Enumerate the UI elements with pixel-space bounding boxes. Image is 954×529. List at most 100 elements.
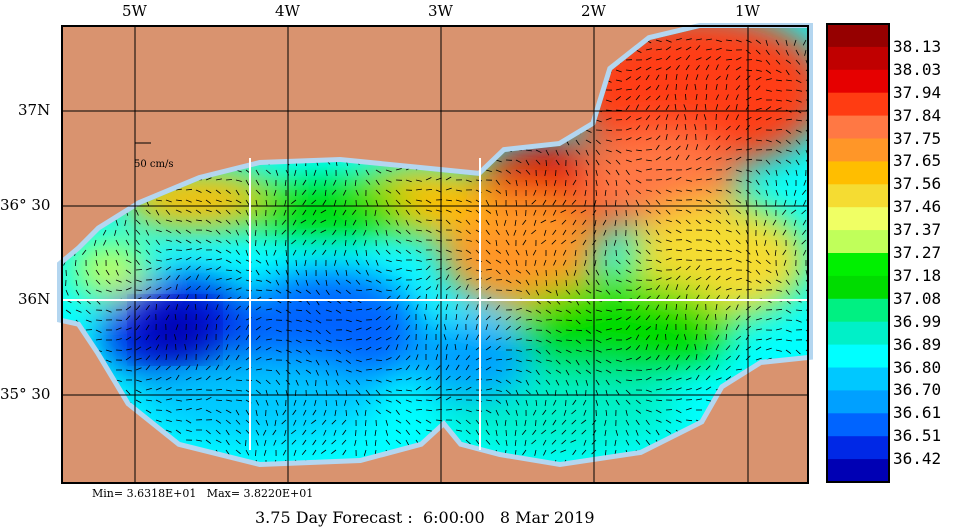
current-vector bbox=[535, 289, 540, 296]
current-vector bbox=[505, 269, 511, 275]
current-vector bbox=[365, 336, 372, 341]
current-vector bbox=[655, 219, 661, 225]
current-vector bbox=[572, 179, 577, 186]
current-vector bbox=[345, 239, 347, 247]
current-vector bbox=[565, 349, 572, 353]
current-vector bbox=[281, 219, 287, 225]
current-vector bbox=[485, 346, 492, 351]
current-vector bbox=[535, 159, 541, 165]
current-vector bbox=[665, 209, 671, 215]
current-vector bbox=[675, 334, 679, 341]
current-vector bbox=[265, 318, 273, 321]
current-vector bbox=[352, 239, 357, 246]
current-vector bbox=[345, 269, 348, 276]
current-vector bbox=[605, 129, 613, 132]
current-vector bbox=[735, 94, 739, 101]
current-vector bbox=[265, 279, 272, 284]
current-vector bbox=[521, 429, 527, 435]
current-vector bbox=[125, 306, 132, 311]
current-vector bbox=[284, 179, 287, 186]
current-vector bbox=[805, 119, 808, 124]
current-vector bbox=[705, 145, 711, 151]
current-vector bbox=[485, 399, 492, 402]
current-vector bbox=[342, 429, 347, 436]
current-vector bbox=[255, 249, 261, 255]
current-vector bbox=[655, 239, 662, 244]
current-vector bbox=[335, 379, 340, 386]
current-vector bbox=[575, 369, 581, 375]
current-vector bbox=[125, 239, 130, 246]
current-vector bbox=[225, 409, 232, 414]
current-vector bbox=[375, 289, 382, 293]
current-vector bbox=[675, 189, 682, 192]
current-vector bbox=[705, 314, 709, 321]
current-vector bbox=[245, 439, 247, 447]
current-vector bbox=[465, 199, 472, 203]
current-vector bbox=[505, 439, 508, 446]
current-vector bbox=[155, 387, 162, 391]
current-vector bbox=[595, 359, 602, 364]
current-vector bbox=[145, 259, 152, 264]
current-vector bbox=[515, 289, 522, 292]
current-vector bbox=[685, 239, 692, 243]
current-vector bbox=[575, 379, 579, 386]
current-vector bbox=[605, 179, 610, 186]
current-vector bbox=[124, 219, 127, 226]
current-vector bbox=[295, 309, 303, 312]
current-vector bbox=[755, 279, 762, 284]
current-vector bbox=[775, 289, 782, 292]
current-vector bbox=[625, 69, 633, 71]
current-vector bbox=[205, 239, 212, 244]
current-vector bbox=[331, 449, 337, 455]
current-vector bbox=[595, 379, 600, 386]
current-vector bbox=[255, 356, 262, 361]
current-vector bbox=[665, 104, 670, 111]
current-vector bbox=[575, 139, 580, 146]
colorbar-band bbox=[827, 321, 889, 346]
current-vector bbox=[694, 124, 697, 131]
current-vector bbox=[765, 78, 772, 81]
current-vector bbox=[155, 209, 160, 216]
current-vector bbox=[205, 409, 212, 414]
current-vector bbox=[535, 359, 542, 364]
current-vector bbox=[635, 439, 641, 445]
current-vector bbox=[715, 249, 722, 252]
current-vector bbox=[735, 189, 742, 194]
current-vector bbox=[550, 219, 557, 223]
current-vector bbox=[705, 93, 708, 101]
current-vector bbox=[635, 379, 643, 381]
current-vector bbox=[305, 349, 311, 355]
current-vector bbox=[594, 219, 597, 226]
current-vector bbox=[683, 104, 687, 111]
current-vector bbox=[775, 239, 778, 246]
lon-label: 4W bbox=[275, 2, 300, 20]
current-vector bbox=[505, 239, 510, 246]
current-vector bbox=[315, 359, 320, 366]
current-vector bbox=[495, 369, 502, 372]
current-vector bbox=[725, 49, 733, 51]
current-vector bbox=[291, 239, 297, 245]
current-vector bbox=[165, 229, 172, 234]
current-vector bbox=[495, 209, 498, 216]
current-vector bbox=[551, 239, 557, 245]
current-vector bbox=[775, 117, 782, 121]
current-vector bbox=[365, 269, 369, 276]
current-vector bbox=[302, 209, 307, 216]
current-vector bbox=[225, 179, 233, 181]
current-vector bbox=[415, 399, 422, 402]
current-vector bbox=[615, 95, 622, 101]
current-vector bbox=[331, 239, 337, 245]
current-vector bbox=[785, 179, 789, 186]
current-vector bbox=[805, 339, 808, 345]
current-vector bbox=[115, 327, 122, 331]
current-vector bbox=[311, 219, 317, 225]
current-vector bbox=[594, 199, 597, 206]
current-vector bbox=[525, 399, 528, 406]
current-vector bbox=[311, 419, 317, 425]
current-vector bbox=[215, 219, 222, 223]
current-vector bbox=[185, 229, 192, 234]
current-vector bbox=[515, 199, 518, 207]
current-vector bbox=[543, 209, 547, 216]
map-frame bbox=[61, 25, 809, 484]
current-vector bbox=[375, 315, 381, 321]
